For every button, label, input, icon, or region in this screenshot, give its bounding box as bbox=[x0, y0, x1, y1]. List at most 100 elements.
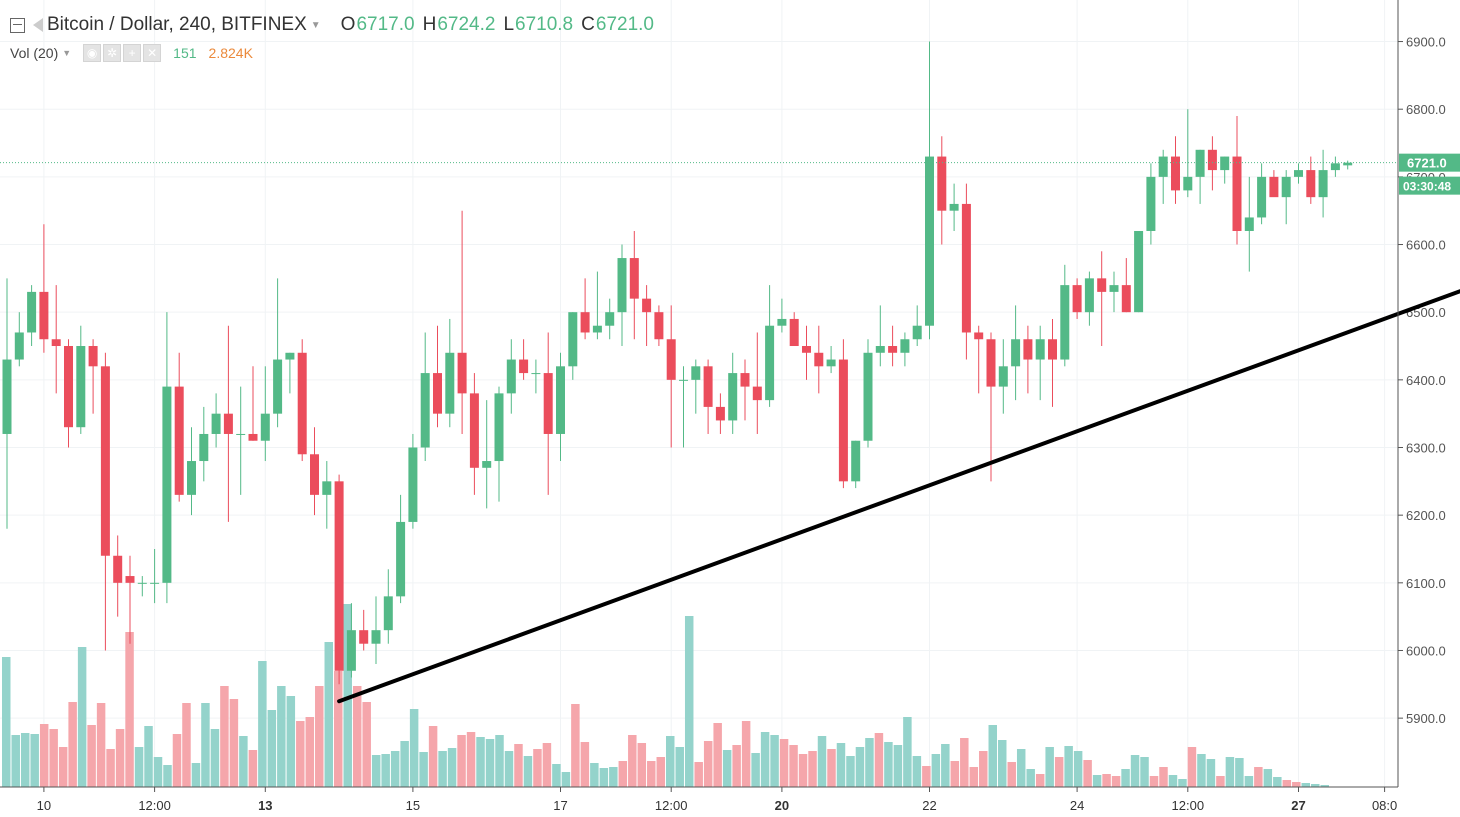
candle[interactable] bbox=[469, 373, 479, 495]
candle[interactable] bbox=[740, 359, 750, 421]
candle[interactable] bbox=[605, 298, 615, 340]
candle[interactable] bbox=[1183, 109, 1193, 198]
candle[interactable] bbox=[162, 312, 172, 604]
candle[interactable] bbox=[900, 332, 910, 367]
candle[interactable] bbox=[654, 305, 664, 347]
candle[interactable] bbox=[519, 339, 529, 380]
trendline[interactable] bbox=[337, 251, 1460, 704]
candle[interactable] bbox=[396, 494, 406, 604]
candle[interactable] bbox=[285, 352, 295, 394]
candle[interactable] bbox=[236, 386, 246, 495]
candle[interactable] bbox=[322, 461, 332, 529]
symbol-title[interactable]: Bitcoin / Dollar, 240, BITFINEX bbox=[47, 14, 307, 35]
candle[interactable] bbox=[1220, 156, 1230, 184]
eye-icon[interactable]: ◉ bbox=[83, 44, 102, 62]
candle[interactable] bbox=[789, 312, 799, 347]
candle[interactable] bbox=[1035, 325, 1045, 401]
candle[interactable] bbox=[814, 325, 824, 394]
candle[interactable] bbox=[949, 183, 959, 231]
chevron-down-icon[interactable]: ▼ bbox=[310, 19, 321, 31]
candle[interactable] bbox=[998, 339, 1008, 414]
candle[interactable] bbox=[838, 339, 848, 489]
candle[interactable] bbox=[1134, 230, 1144, 313]
candle[interactable] bbox=[359, 609, 369, 651]
candle[interactable] bbox=[457, 210, 467, 434]
candle[interactable] bbox=[1011, 305, 1021, 401]
gear-icon[interactable]: ✲ bbox=[103, 44, 122, 62]
candle[interactable] bbox=[2, 278, 12, 529]
candle[interactable] bbox=[482, 400, 492, 509]
candle[interactable] bbox=[371, 596, 381, 665]
candle[interactable] bbox=[1072, 278, 1082, 319]
candle[interactable] bbox=[113, 535, 123, 617]
candle[interactable] bbox=[752, 332, 762, 434]
candle[interactable] bbox=[1195, 149, 1205, 204]
candle[interactable] bbox=[150, 548, 160, 604]
candle[interactable] bbox=[14, 312, 24, 367]
candle[interactable] bbox=[1330, 156, 1340, 177]
candle[interactable] bbox=[420, 332, 430, 462]
candle[interactable] bbox=[765, 285, 775, 407]
candle[interactable] bbox=[64, 339, 73, 448]
candle[interactable] bbox=[617, 244, 627, 347]
candle[interactable] bbox=[580, 278, 590, 340]
candle[interactable] bbox=[1121, 258, 1131, 313]
candle[interactable] bbox=[556, 352, 565, 462]
candle[interactable] bbox=[531, 359, 541, 394]
candle[interactable] bbox=[260, 366, 270, 462]
candle[interactable] bbox=[888, 325, 898, 367]
candle[interactable] bbox=[187, 427, 196, 516]
candle[interactable] bbox=[1109, 271, 1119, 313]
candle[interactable] bbox=[642, 285, 652, 347]
candle[interactable] bbox=[691, 359, 701, 414]
candle[interactable] bbox=[39, 224, 49, 353]
candle[interactable] bbox=[100, 352, 110, 651]
candle[interactable] bbox=[1306, 156, 1316, 204]
candle[interactable] bbox=[125, 555, 135, 644]
candle[interactable] bbox=[88, 339, 98, 414]
candle[interactable] bbox=[346, 603, 356, 678]
candle[interactable] bbox=[802, 325, 811, 380]
candle[interactable] bbox=[248, 366, 258, 441]
candle[interactable] bbox=[297, 339, 307, 462]
candle[interactable] bbox=[925, 41, 934, 340]
candle[interactable] bbox=[1097, 251, 1107, 347]
candle[interactable] bbox=[273, 278, 283, 428]
candle[interactable] bbox=[851, 440, 861, 489]
candle[interactable] bbox=[1171, 136, 1180, 204]
candle[interactable] bbox=[1207, 136, 1217, 191]
candle[interactable] bbox=[211, 393, 221, 448]
candle[interactable] bbox=[1232, 115, 1242, 245]
candle[interactable] bbox=[629, 230, 639, 340]
candle[interactable] bbox=[334, 474, 344, 685]
candle[interactable] bbox=[223, 325, 233, 522]
candle[interactable] bbox=[666, 305, 676, 448]
candle[interactable] bbox=[1023, 325, 1033, 394]
candle[interactable] bbox=[506, 339, 516, 414]
candle[interactable] bbox=[826, 346, 836, 374]
chevron-down-icon[interactable]: ▼ bbox=[62, 48, 72, 58]
candle[interactable] bbox=[310, 427, 319, 516]
candle[interactable] bbox=[1146, 163, 1156, 245]
candle[interactable] bbox=[76, 325, 86, 434]
candle[interactable] bbox=[961, 183, 971, 360]
candle[interactable] bbox=[728, 352, 738, 434]
collapse-icon[interactable] bbox=[10, 17, 25, 33]
candle[interactable] bbox=[1244, 176, 1254, 272]
candle[interactable] bbox=[875, 305, 885, 367]
candle[interactable] bbox=[445, 318, 455, 428]
candle[interactable] bbox=[494, 386, 504, 502]
candle[interactable] bbox=[703, 359, 713, 434]
candle[interactable] bbox=[974, 325, 984, 394]
candle[interactable] bbox=[777, 298, 787, 333]
candle[interactable] bbox=[986, 332, 996, 482]
candle[interactable] bbox=[1318, 149, 1328, 218]
candle[interactable] bbox=[174, 352, 184, 502]
candle[interactable] bbox=[592, 271, 602, 340]
candle[interactable] bbox=[1269, 170, 1279, 198]
candle[interactable] bbox=[912, 305, 922, 347]
candle[interactable] bbox=[27, 285, 37, 347]
candle[interactable] bbox=[568, 312, 578, 380]
candle[interactable] bbox=[1048, 318, 1057, 407]
